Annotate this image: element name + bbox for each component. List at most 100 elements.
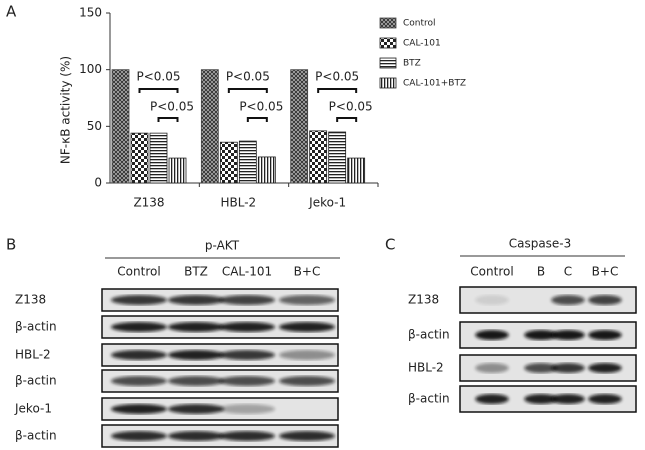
y-tick-label: 50 [87,119,102,133]
band [219,350,275,360]
y-axis-label: NF-κB activity (%) [59,56,73,164]
bracket [317,88,358,93]
annotation: P<0.05 [226,70,270,84]
band [279,376,335,386]
band [111,295,167,305]
row-label: Z138 [408,293,439,307]
legend-swatch [379,57,397,69]
column-label: B+C [592,265,619,279]
column-label: BTZ [184,265,208,279]
band [168,295,224,305]
annotation: P<0.05 [315,70,359,84]
panel-label: B [6,236,16,254]
legend-label: CAL-101+BTZ [403,79,466,89]
column-label: CAL-101 [222,265,272,279]
legend-label: CAL-101 [403,39,441,49]
row-label: Jeko-1 [14,402,52,416]
band [111,376,167,386]
bar [200,69,219,184]
band [475,295,509,305]
panel-label: C [385,236,395,254]
y-tick-label: 100 [79,62,102,76]
annotation: P<0.05 [150,100,194,114]
bar [309,130,328,184]
bracket [227,88,268,93]
column-label: B+C [294,265,321,279]
band [111,322,167,332]
x-tick-label: Z138 [133,196,164,210]
row-label: Z138 [15,293,46,307]
band [168,376,224,386]
band [168,350,224,360]
band [168,322,224,332]
bar [219,141,238,184]
blot-title: p-AKT [205,239,240,253]
band [279,350,335,360]
bracket [138,88,179,93]
column-label: Control [470,265,513,279]
column-label: B [537,265,545,279]
band [168,404,224,414]
row-label: β-actin [15,429,57,443]
band [551,330,585,340]
bar [111,69,130,184]
panel-label: A [6,3,17,21]
column-label: Control [117,265,160,279]
band [524,394,558,404]
blot-panel: C Caspase-3 Control B C B+C Z138 β-actin HBL-2… [385,236,637,413]
band [279,431,335,441]
band [111,431,167,441]
band [551,295,585,305]
band [551,394,585,404]
bracket [157,117,179,122]
band [551,363,585,373]
band [475,330,509,340]
legend-label: BTZ [403,59,421,69]
bar [149,132,168,184]
blot-panel: B p-AKT Control BTZ CAL-101 B+C Z138 β-actin H… [6,236,340,448]
band [475,363,509,373]
bar [328,131,347,184]
band [524,330,558,340]
y-tick-label: 150 [79,6,102,20]
row-label: β-actin [15,320,57,334]
band [111,350,167,360]
row-label: β-actin [408,392,450,406]
column-label: C [564,265,572,279]
bar [238,140,257,184]
band [524,363,558,373]
band [111,404,167,414]
x-tick-label: Jeko-1 [308,196,346,210]
bar [130,132,149,184]
band [588,363,622,373]
annotation: P<0.05 [136,70,180,84]
band [219,295,275,305]
band [219,322,275,332]
band [219,431,275,441]
x-tick-label: HBL-2 [220,196,256,210]
bar [168,157,187,184]
band [588,394,622,404]
band [219,404,275,414]
band [279,295,335,305]
row-label: β-actin [408,328,450,342]
bracket [246,117,268,122]
band [475,394,509,404]
band [219,376,275,386]
band [279,322,335,332]
annotation: P<0.05 [239,100,283,114]
bracket [336,117,358,122]
band [168,431,224,441]
bar [347,157,366,184]
legend-swatch [379,17,397,29]
blot-title: Caspase-3 [509,237,572,251]
legend-label: Control [403,19,436,29]
legend-swatch [379,37,397,49]
annotation: P<0.05 [329,100,373,114]
band [588,330,622,340]
y-tick-label: 0 [94,176,102,190]
band [588,295,622,305]
bar [257,156,276,184]
row-label: β-actin [15,374,57,388]
